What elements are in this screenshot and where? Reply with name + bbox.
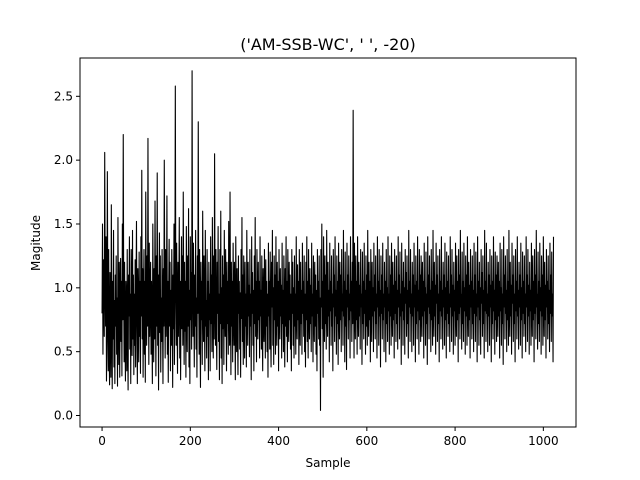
y-tick-label: 1.0 [54, 281, 73, 295]
plot-area [79, 57, 577, 428]
series-line-0 [101, 70, 555, 411]
x-axis: 0 200 400 600 800 1000 [98, 427, 559, 448]
plot-frame [79, 57, 577, 428]
x-tick-label: 0 [98, 434, 106, 448]
series-layer [101, 70, 555, 411]
x-tick-label: 400 [267, 434, 290, 448]
y-tick-label: 0.5 [54, 345, 73, 359]
x-tick-label: 200 [179, 434, 202, 448]
y-axis-label: Magitude [29, 215, 43, 271]
x-tick-label: 600 [355, 434, 378, 448]
y-tick-label: 0.0 [54, 409, 73, 423]
y-tick-label: 2.0 [54, 153, 73, 167]
y-tick-label: 2.5 [54, 89, 73, 103]
x-axis-label: Sample [306, 456, 351, 470]
x-tick-label: 800 [444, 434, 467, 448]
chart-title: ('AM-SSB-WC', ' ', -20) [240, 35, 416, 54]
x-tick-label: 1000 [528, 434, 559, 448]
y-axis: 0.0 0.5 1.0 1.5 2.0 2.5 [54, 89, 80, 423]
y-tick-label: 1.5 [54, 217, 73, 231]
